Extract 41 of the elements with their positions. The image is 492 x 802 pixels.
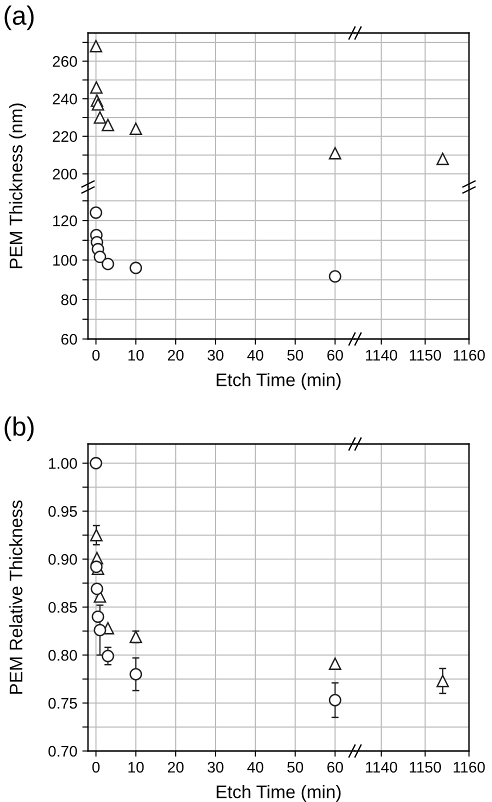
x-tick-label: 0 xyxy=(92,762,100,773)
x-tick-label: 1140 xyxy=(366,762,398,773)
x-tick-label: 1160 xyxy=(454,350,485,361)
y-tick-label: 260 xyxy=(52,56,77,67)
y-tick-label: 0.95 xyxy=(48,506,77,517)
y-tick-label: 200 xyxy=(52,168,77,180)
x-tick-label: 40 xyxy=(247,350,264,361)
y-tick-label: 1.00 xyxy=(49,458,77,469)
x-tick-label: 1140 xyxy=(366,350,398,361)
x-tick-label: 30 xyxy=(208,350,224,361)
y-tick-label: 60 xyxy=(61,334,77,345)
x-tick-label: 20 xyxy=(168,350,184,361)
y-tick-label: 240 xyxy=(52,94,77,104)
x-tick-label: 1160 xyxy=(454,762,485,773)
y-tick-label: 0.70 xyxy=(48,746,77,757)
x-tick-label: 1150 xyxy=(410,762,441,773)
x-tick-label: 10 xyxy=(128,762,144,773)
x-tick-label: 60 xyxy=(327,350,343,361)
x-tick-label: 10 xyxy=(128,350,144,361)
x-axis-title: Etch Time (min) xyxy=(216,785,341,802)
x-tick-label: 40 xyxy=(247,762,264,773)
x-tick-label: 0 xyxy=(92,350,100,361)
x-axis-title: Etch Time (min) xyxy=(216,373,341,390)
x-tick-label: 60 xyxy=(327,762,343,773)
x-tick-label: 50 xyxy=(287,350,304,361)
x-tick-label: 50 xyxy=(287,762,304,773)
chart-title: (b) xyxy=(4,416,34,442)
y-axis-title: PEM Thickness (nm) xyxy=(9,104,26,268)
y-axis-title: PEM Relative Thickness xyxy=(9,500,22,694)
x-tick-label: 20 xyxy=(168,762,184,773)
y-tick-label: 0.80 xyxy=(48,650,77,661)
y-tick-label: 100 xyxy=(53,254,77,266)
y-tick-label: 220 xyxy=(52,131,77,142)
y-tick-label: 0.90 xyxy=(48,554,77,565)
x-tick-label: 1150 xyxy=(410,350,441,361)
y-tick-label: 0.75 xyxy=(48,698,77,709)
x-tick-label: 30 xyxy=(208,762,224,773)
y-tick-label: 80 xyxy=(61,294,77,306)
y-tick-label: 0.85 xyxy=(48,602,77,613)
y-tick-label: 120 xyxy=(53,215,77,226)
chart-title: (a) xyxy=(4,6,34,30)
